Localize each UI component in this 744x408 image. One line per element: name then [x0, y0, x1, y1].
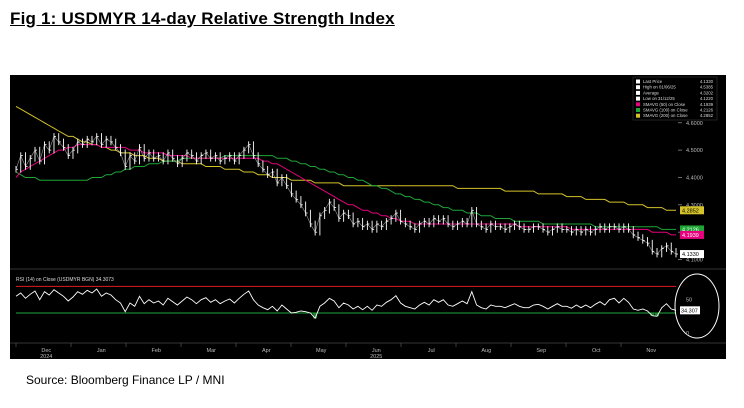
legend-value: 4.2126 — [700, 108, 714, 113]
legend-value: 4.1220 — [700, 96, 714, 101]
legend-swatch — [636, 108, 640, 112]
highlight-circle — [674, 273, 720, 339]
value-tag-label: 4.1939 — [682, 233, 699, 239]
legend-label: High on 01/06/25 — [643, 85, 676, 90]
chart-panel: 4.10004.20004.30004.40004.50004.60004.70… — [10, 75, 726, 360]
rsi-line — [15, 288, 677, 320]
legend-label: SMAVG (100) on Close — [643, 108, 688, 113]
sma200-line — [15, 105, 676, 211]
price-y-tick-label: 4.5000 — [686, 148, 703, 154]
legend-swatch — [636, 113, 640, 118]
legend-value: 4.1330 — [700, 79, 714, 84]
price-y-tick-label: 4.3000 — [686, 203, 703, 209]
rsi-y-tick-label: 50 — [686, 298, 692, 304]
x-month-label: Apr — [262, 348, 271, 354]
x-month-label: Sep — [536, 348, 546, 354]
x-month-label: May — [316, 348, 327, 354]
rsi-y-tick-label: 0 — [686, 331, 689, 337]
value-tag — [680, 206, 704, 215]
chart-svg: 4.10004.20004.30004.40004.50004.60004.70… — [10, 76, 726, 360]
value-tag — [680, 225, 704, 234]
legend-label: SMAVG (200) on Close — [643, 113, 688, 118]
source-note: Source: Bloomberg Finance LP / MNI — [26, 373, 225, 387]
legend-swatch — [636, 85, 640, 90]
x-month-label: Jul — [428, 348, 435, 354]
x-month-label: Oct — [592, 348, 601, 354]
x-month-label: Nov — [646, 348, 656, 354]
legend-value: 4.2852 — [700, 113, 714, 118]
legend-box — [632, 76, 718, 121]
x-month-label: Feb — [152, 348, 161, 354]
price-legend: Last Price 4.1330 High on 01/06/25 4.5385 Av… — [632, 76, 718, 121]
rsi-grid — [16, 285, 676, 314]
value-tag-label: 4.1330 — [682, 252, 699, 258]
x-year-label: 2024 — [40, 354, 52, 359]
x-month-label: Jan — [97, 348, 106, 354]
price-series-group — [15, 105, 678, 258]
x-month-label: Mar — [207, 348, 217, 354]
legend-swatch — [636, 96, 640, 101]
price-grid — [10, 268, 726, 344]
rsi-title: RSI (14) on Close (USDMYR BGN) 34.3073 — [16, 277, 114, 283]
legend-value: 4.5385 — [700, 85, 714, 90]
figure-title: Fig 1: USDMYR 14-day Relative Strength I… — [10, 9, 395, 28]
value-tag-label: 4.2126 — [682, 227, 699, 233]
legend-label: Last Price — [643, 79, 663, 84]
legend-label: Average — [643, 90, 660, 95]
rsi-value-tag — [680, 306, 700, 315]
legend-label: SMAVG (50) on Close — [643, 102, 686, 107]
price-line — [15, 135, 677, 255]
legend-swatch — [636, 79, 640, 84]
legend-value: 4.3202 — [700, 90, 714, 95]
x-year-label: 2025 — [370, 354, 382, 359]
rsi-series-group: RSI (14) on Close (USDMYR BGN) 34.3073 — [15, 273, 720, 339]
legend-label: Low on 31/12/25 — [643, 96, 675, 101]
rsi-value-tag-label: 34.307 — [681, 308, 698, 314]
value-tag — [680, 250, 704, 259]
value-tag-label: 4.2852 — [682, 208, 699, 214]
price-y-tick-label: 4.4000 — [686, 175, 703, 181]
legend-swatch — [636, 102, 640, 107]
price-y-tick-label: 4.1000 — [686, 258, 703, 264]
sma50-line — [15, 144, 676, 236]
legend-value: 4.1939 — [700, 102, 714, 107]
x-month-label: Jun — [372, 348, 381, 354]
x-month-label: Dec — [41, 348, 51, 354]
sma100-line — [15, 155, 676, 230]
value-tag — [680, 230, 704, 239]
price-y-tick-label: 4.6000 — [686, 121, 703, 127]
legend-swatch — [636, 90, 640, 95]
x-month-label: Aug — [481, 348, 491, 354]
rsi-axis-ticks: 0 50 34.307 — [680, 298, 700, 337]
